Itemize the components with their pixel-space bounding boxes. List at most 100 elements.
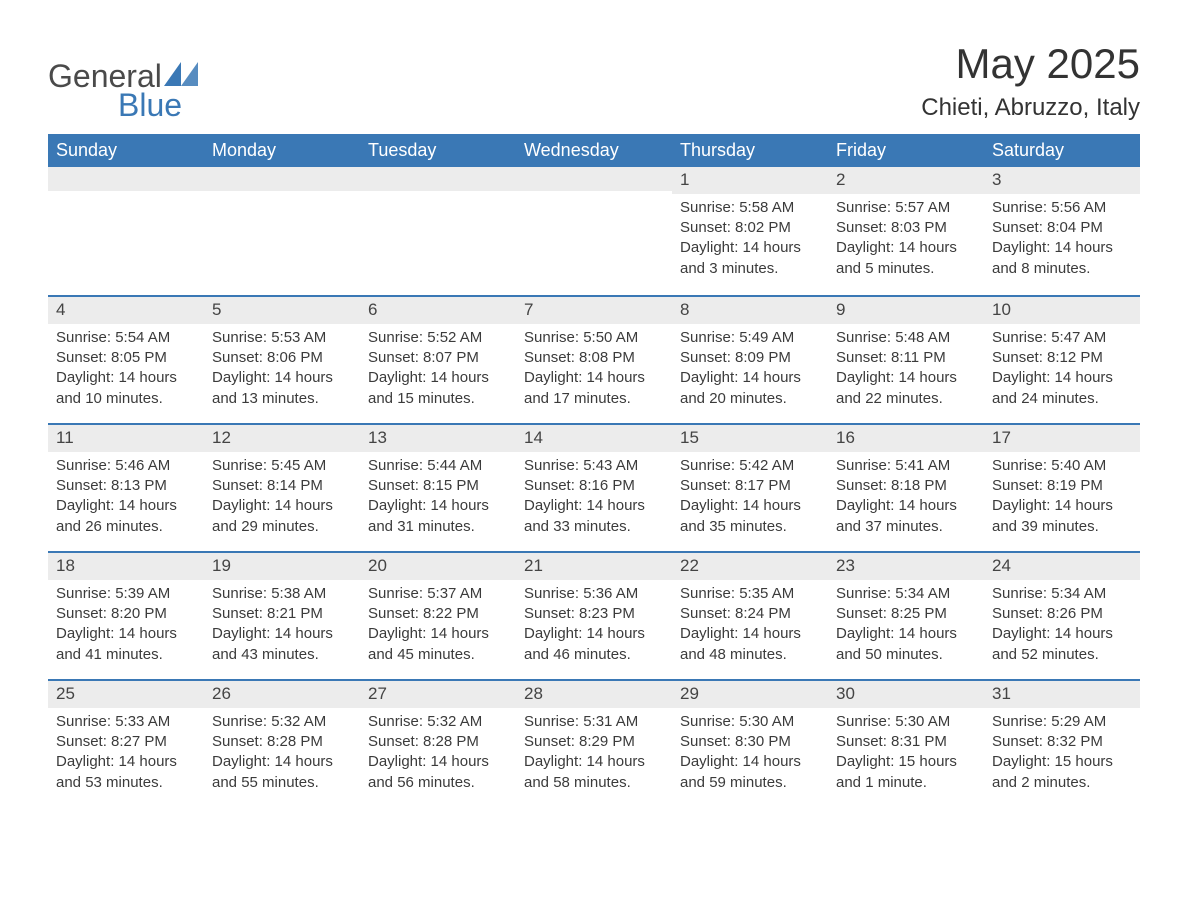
day-number: 18 (48, 553, 204, 580)
sunrise-text: Sunrise: 5:57 AM (836, 198, 976, 218)
sunset-text: Sunset: 8:31 PM (836, 732, 976, 752)
daylight-text: Daylight: 14 hours and 59 minutes. (680, 752, 820, 793)
sunset-text: Sunset: 8:19 PM (992, 476, 1132, 496)
cell-body: Sunrise: 5:32 AMSunset: 8:28 PMDaylight:… (360, 708, 516, 803)
calendar-cell: 19Sunrise: 5:38 AMSunset: 8:21 PMDayligh… (204, 553, 360, 679)
daylight-text: Daylight: 14 hours and 31 minutes. (368, 496, 508, 537)
cell-body: Sunrise: 5:29 AMSunset: 8:32 PMDaylight:… (984, 708, 1140, 803)
cell-body: Sunrise: 5:37 AMSunset: 8:22 PMDaylight:… (360, 580, 516, 675)
cell-body: Sunrise: 5:39 AMSunset: 8:20 PMDaylight:… (48, 580, 204, 675)
day-number: 3 (984, 167, 1140, 194)
day-number: 27 (360, 681, 516, 708)
sunset-text: Sunset: 8:02 PM (680, 218, 820, 238)
daylight-text: Daylight: 14 hours and 45 minutes. (368, 624, 508, 665)
cell-body: Sunrise: 5:38 AMSunset: 8:21 PMDaylight:… (204, 580, 360, 675)
daylight-text: Daylight: 14 hours and 46 minutes. (524, 624, 664, 665)
sunrise-text: Sunrise: 5:46 AM (56, 456, 196, 476)
day-header-row: Sunday Monday Tuesday Wednesday Thursday… (48, 134, 1140, 167)
cell-body: Sunrise: 5:47 AMSunset: 8:12 PMDaylight:… (984, 324, 1140, 419)
sunrise-text: Sunrise: 5:30 AM (680, 712, 820, 732)
day-number: 5 (204, 297, 360, 324)
day-number (516, 167, 672, 191)
daylight-text: Daylight: 14 hours and 53 minutes. (56, 752, 196, 793)
sunrise-text: Sunrise: 5:45 AM (212, 456, 352, 476)
cell-body: Sunrise: 5:56 AMSunset: 8:04 PMDaylight:… (984, 194, 1140, 289)
daylight-text: Daylight: 15 hours and 2 minutes. (992, 752, 1132, 793)
cell-body: Sunrise: 5:54 AMSunset: 8:05 PMDaylight:… (48, 324, 204, 419)
daylight-text: Daylight: 14 hours and 22 minutes. (836, 368, 976, 409)
calendar-cell: 11Sunrise: 5:46 AMSunset: 8:13 PMDayligh… (48, 425, 204, 551)
sunset-text: Sunset: 8:03 PM (836, 218, 976, 238)
daylight-text: Daylight: 14 hours and 8 minutes. (992, 238, 1132, 279)
week-row: 1Sunrise: 5:58 AMSunset: 8:02 PMDaylight… (48, 167, 1140, 295)
sunset-text: Sunset: 8:09 PM (680, 348, 820, 368)
daylight-text: Daylight: 14 hours and 13 minutes. (212, 368, 352, 409)
day-header: Saturday (984, 134, 1140, 167)
sunrise-text: Sunrise: 5:56 AM (992, 198, 1132, 218)
day-header: Friday (828, 134, 984, 167)
sunrise-text: Sunrise: 5:54 AM (56, 328, 196, 348)
daylight-text: Daylight: 14 hours and 50 minutes. (836, 624, 976, 665)
calendar-cell: 16Sunrise: 5:41 AMSunset: 8:18 PMDayligh… (828, 425, 984, 551)
calendar-cell (48, 167, 204, 295)
sunset-text: Sunset: 8:20 PM (56, 604, 196, 624)
calendar-cell: 4Sunrise: 5:54 AMSunset: 8:05 PMDaylight… (48, 297, 204, 423)
daylight-text: Daylight: 14 hours and 17 minutes. (524, 368, 664, 409)
day-number: 1 (672, 167, 828, 194)
calendar-cell (204, 167, 360, 295)
cell-body: Sunrise: 5:43 AMSunset: 8:16 PMDaylight:… (516, 452, 672, 547)
day-number: 7 (516, 297, 672, 324)
sunset-text: Sunset: 8:22 PM (368, 604, 508, 624)
calendar-cell: 23Sunrise: 5:34 AMSunset: 8:25 PMDayligh… (828, 553, 984, 679)
sunset-text: Sunset: 8:14 PM (212, 476, 352, 496)
day-header: Thursday (672, 134, 828, 167)
cell-body: Sunrise: 5:35 AMSunset: 8:24 PMDaylight:… (672, 580, 828, 675)
cell-body: Sunrise: 5:48 AMSunset: 8:11 PMDaylight:… (828, 324, 984, 419)
cell-body: Sunrise: 5:58 AMSunset: 8:02 PMDaylight:… (672, 194, 828, 289)
day-number: 10 (984, 297, 1140, 324)
day-number: 25 (48, 681, 204, 708)
sunrise-text: Sunrise: 5:39 AM (56, 584, 196, 604)
day-number: 26 (204, 681, 360, 708)
header: General Blue May 2025 Chieti, Abruzzo, I… (48, 40, 1140, 124)
sunset-text: Sunset: 8:26 PM (992, 604, 1132, 624)
cell-body: Sunrise: 5:34 AMSunset: 8:26 PMDaylight:… (984, 580, 1140, 675)
sunset-text: Sunset: 8:06 PM (212, 348, 352, 368)
calendar-cell: 1Sunrise: 5:58 AMSunset: 8:02 PMDaylight… (672, 167, 828, 295)
sunset-text: Sunset: 8:15 PM (368, 476, 508, 496)
day-number: 9 (828, 297, 984, 324)
sunset-text: Sunset: 8:05 PM (56, 348, 196, 368)
sunrise-text: Sunrise: 5:31 AM (524, 712, 664, 732)
calendar-cell: 22Sunrise: 5:35 AMSunset: 8:24 PMDayligh… (672, 553, 828, 679)
day-header: Sunday (48, 134, 204, 167)
sunrise-text: Sunrise: 5:34 AM (836, 584, 976, 604)
calendar-cell: 15Sunrise: 5:42 AMSunset: 8:17 PMDayligh… (672, 425, 828, 551)
daylight-text: Daylight: 14 hours and 3 minutes. (680, 238, 820, 279)
cell-body: Sunrise: 5:30 AMSunset: 8:31 PMDaylight:… (828, 708, 984, 803)
sunrise-text: Sunrise: 5:36 AM (524, 584, 664, 604)
calendar-cell: 13Sunrise: 5:44 AMSunset: 8:15 PMDayligh… (360, 425, 516, 551)
calendar-cell: 8Sunrise: 5:49 AMSunset: 8:09 PMDaylight… (672, 297, 828, 423)
week-row: 25Sunrise: 5:33 AMSunset: 8:27 PMDayligh… (48, 679, 1140, 807)
day-number: 6 (360, 297, 516, 324)
sunrise-text: Sunrise: 5:47 AM (992, 328, 1132, 348)
calendar-cell: 3Sunrise: 5:56 AMSunset: 8:04 PMDaylight… (984, 167, 1140, 295)
sunrise-text: Sunrise: 5:32 AM (212, 712, 352, 732)
daylight-text: Daylight: 14 hours and 58 minutes. (524, 752, 664, 793)
cell-body: Sunrise: 5:57 AMSunset: 8:03 PMDaylight:… (828, 194, 984, 289)
cell-body: Sunrise: 5:42 AMSunset: 8:17 PMDaylight:… (672, 452, 828, 547)
day-number (204, 167, 360, 191)
cell-body: Sunrise: 5:46 AMSunset: 8:13 PMDaylight:… (48, 452, 204, 547)
week-row: 18Sunrise: 5:39 AMSunset: 8:20 PMDayligh… (48, 551, 1140, 679)
day-number (360, 167, 516, 191)
sunset-text: Sunset: 8:13 PM (56, 476, 196, 496)
day-header: Monday (204, 134, 360, 167)
calendar-cell: 5Sunrise: 5:53 AMSunset: 8:06 PMDaylight… (204, 297, 360, 423)
calendar-cell: 17Sunrise: 5:40 AMSunset: 8:19 PMDayligh… (984, 425, 1140, 551)
sunset-text: Sunset: 8:27 PM (56, 732, 196, 752)
sunrise-text: Sunrise: 5:30 AM (836, 712, 976, 732)
daylight-text: Daylight: 14 hours and 56 minutes. (368, 752, 508, 793)
sunrise-text: Sunrise: 5:49 AM (680, 328, 820, 348)
sunset-text: Sunset: 8:16 PM (524, 476, 664, 496)
day-number: 2 (828, 167, 984, 194)
